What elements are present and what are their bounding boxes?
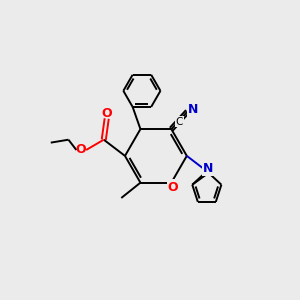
Text: N: N: [202, 162, 213, 175]
Text: O: O: [76, 143, 86, 156]
Text: O: O: [101, 107, 112, 120]
Text: O: O: [168, 181, 178, 194]
Text: N: N: [188, 103, 198, 116]
Text: C: C: [176, 117, 183, 127]
